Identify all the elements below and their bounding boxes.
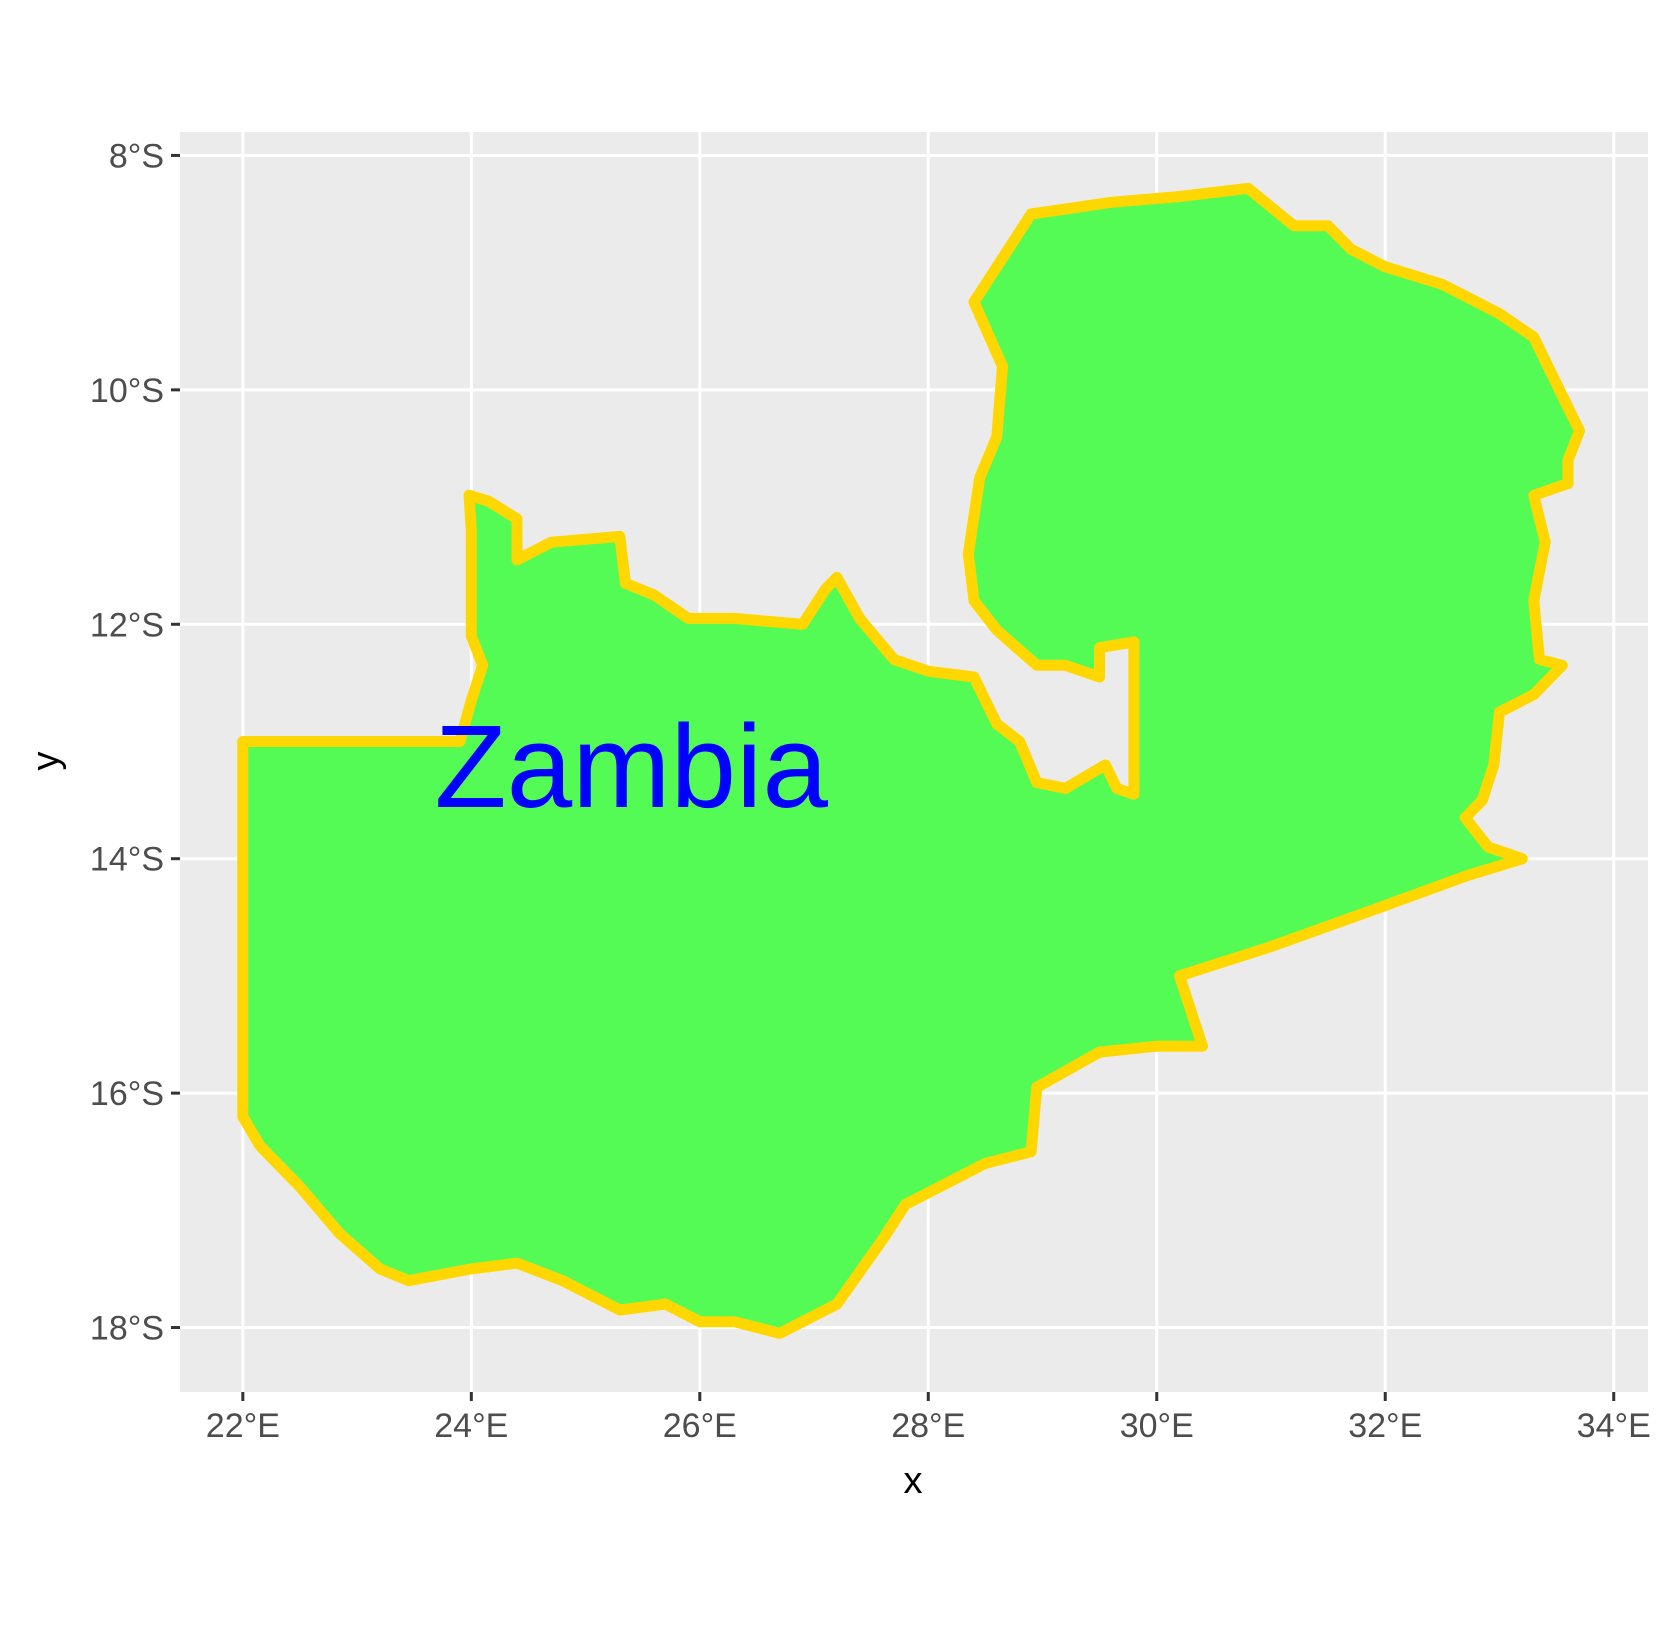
- region-label: Zambia: [435, 701, 829, 833]
- region-layer: Zambia: [237, 182, 1585, 1339]
- x-tick-label: 32°E: [1348, 1407, 1422, 1445]
- axes: 22°E 24°E 26°E 28°E 30°E 32°E 34°E 8°S 10°S 12°S 1…: [90, 137, 1651, 1445]
- x-tick-label: 34°E: [1577, 1407, 1651, 1445]
- x-axis-title: x: [904, 1460, 923, 1502]
- y-tick-label: 10°S: [90, 372, 164, 410]
- y-tick-label: 8°S: [109, 137, 164, 175]
- y-axis-title: y: [25, 752, 67, 771]
- x-tick-label: 24°E: [434, 1407, 508, 1445]
- region-zambia: [237, 182, 1585, 1339]
- y-tick-label: 12°S: [90, 606, 164, 644]
- x-tick-label: 30°E: [1120, 1407, 1194, 1445]
- y-tick-label: 16°S: [90, 1075, 164, 1113]
- x-tick-label: 26°E: [663, 1407, 737, 1445]
- y-tick-label: 18°S: [90, 1310, 164, 1348]
- x-tick-label: 22°E: [206, 1407, 280, 1445]
- x-tick-label: 28°E: [891, 1407, 965, 1445]
- y-tick-label: 14°S: [90, 841, 164, 879]
